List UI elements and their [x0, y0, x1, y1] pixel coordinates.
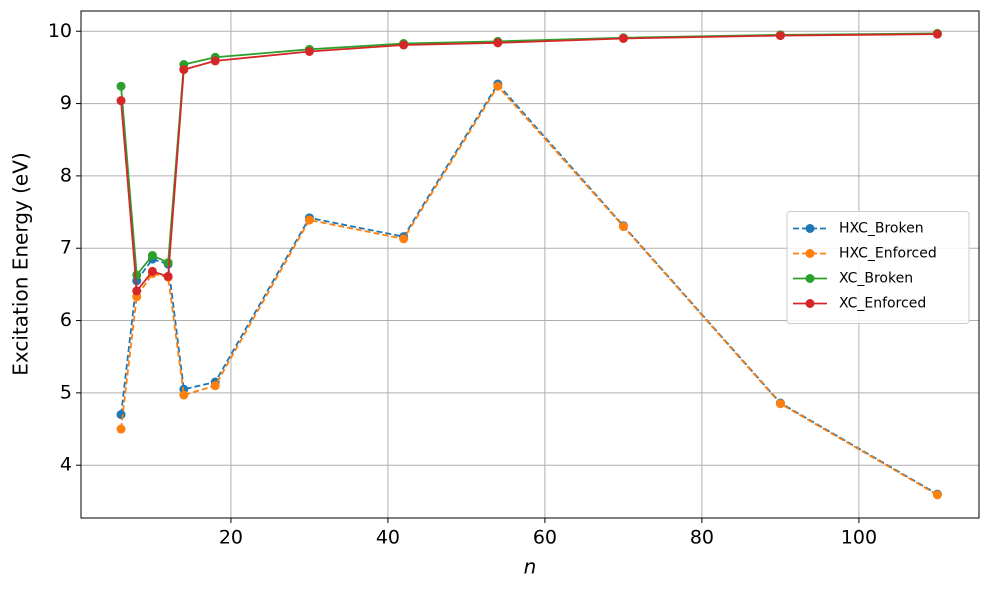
data-point [932, 490, 942, 500]
data-point [132, 286, 142, 296]
legend-label: XC_Enforced [839, 296, 926, 312]
data-point [304, 47, 314, 57]
data-point [179, 390, 189, 400]
legend-label: HXC_Broken [839, 221, 924, 237]
x-tick-label: 60 [533, 527, 557, 549]
data-point [775, 399, 785, 409]
data-point [399, 234, 409, 244]
data-point [210, 381, 220, 391]
data-point [618, 222, 628, 232]
data-point [116, 410, 126, 420]
y-tick-label: 10 [48, 20, 72, 42]
y-tick-label: 6 [60, 309, 72, 331]
y-tick-label: 4 [60, 454, 72, 476]
x-axis-label: n [524, 555, 537, 579]
x-tick-label: 40 [376, 527, 400, 549]
legend-label: HXC_Enforced [839, 246, 937, 262]
legend-marker [805, 224, 815, 233]
data-point [163, 271, 173, 281]
legend-marker [805, 299, 815, 308]
legend-box [786, 211, 970, 324]
x-tick-label: 20 [219, 527, 243, 549]
data-point [399, 40, 409, 50]
data-point [116, 81, 126, 91]
data-point [618, 33, 628, 43]
data-point [932, 29, 942, 39]
y-tick-label: 7 [60, 237, 72, 259]
y-axis-label: Excitation Energy (eV) [9, 152, 33, 375]
plot-frame [80, 10, 980, 519]
legend-marker [805, 274, 815, 283]
data-point [775, 31, 785, 41]
data-point [116, 424, 126, 434]
x-tick-label: 100 [841, 527, 877, 549]
legend-marker [805, 249, 815, 258]
data-point [304, 215, 314, 225]
data-point [116, 96, 126, 106]
data-point [147, 250, 157, 260]
data-point [493, 38, 503, 48]
data-point [179, 65, 189, 75]
x-tick-label: 80 [690, 527, 714, 549]
y-tick-label: 5 [60, 381, 72, 403]
data-point [132, 270, 142, 280]
legend-label: XC_Broken [839, 271, 913, 287]
data-point [493, 81, 503, 91]
data-point [163, 258, 173, 268]
data-point [147, 266, 157, 276]
y-tick-label: 9 [60, 92, 72, 114]
data-point [210, 56, 220, 66]
series-line [120, 84, 938, 496]
y-tick-label: 8 [60, 164, 72, 186]
